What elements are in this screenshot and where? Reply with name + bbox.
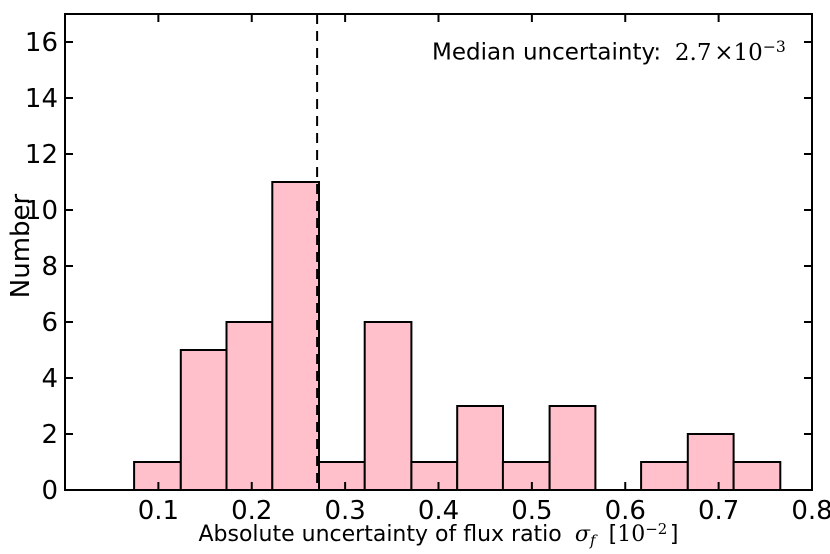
y-tick-label: 4: [41, 364, 58, 394]
axes-frame: [64, 13, 813, 491]
histogram-bar: [732, 461, 782, 491]
x-tick-label: 0.7: [698, 496, 739, 526]
y-tick-label: 2: [41, 420, 58, 450]
median-annotation: Median uncertainty: 2.7 ×10−3: [432, 37, 786, 66]
x-axis-label: Absolute uncertainty of flux ratio σf [1…: [65, 520, 812, 549]
histogram-bar: [548, 405, 597, 491]
x-tick-label: 0.5: [511, 496, 552, 526]
y-tick-label: 10: [25, 196, 58, 226]
histogram-bar: [501, 461, 551, 491]
y-tick-label: 12: [25, 140, 58, 170]
x-tick-label: 0.1: [138, 496, 179, 526]
sigma-symbol: σ: [574, 522, 590, 548]
y-tick-label: 14: [25, 84, 58, 114]
x-tick-label: 0.4: [418, 496, 459, 526]
unit-exponent: −2: [645, 520, 668, 538]
median-annotation-exponent: −3: [762, 37, 786, 56]
median-annotation-value: 2.7: [674, 39, 712, 66]
median-annotation-times: ×10: [714, 39, 763, 66]
unit-base: 10: [617, 522, 646, 548]
x-axis-label-text: Absolute uncertainty of flux ratio: [198, 522, 562, 548]
unit-bracket-open: [: [608, 522, 618, 548]
histogram-bar: [686, 433, 735, 491]
histogram-bar: [318, 461, 366, 491]
histogram-bar: [225, 321, 274, 491]
x-tick-label: 0.6: [605, 496, 646, 526]
histogram-bar: [410, 461, 459, 491]
y-tick-label: 0: [41, 476, 58, 506]
y-tick-label: 16: [25, 28, 58, 58]
histogram-bar: [456, 405, 505, 491]
histogram-bar: [271, 181, 320, 491]
sigma-subscript: f: [589, 531, 596, 550]
x-tick-label: 0.2: [231, 496, 272, 526]
x-tick-label: 0.8: [791, 496, 830, 526]
unit-bracket-close: ]: [669, 522, 679, 548]
x-tick-label: 0.3: [324, 496, 365, 526]
histogram-bar: [179, 349, 228, 491]
histogram-bar: [640, 461, 689, 491]
y-tick-label: 8: [41, 252, 58, 282]
y-tick-label: 6: [41, 308, 58, 338]
histogram-bar: [363, 321, 413, 491]
y-axis-label: Number: [6, 193, 36, 299]
median-annotation-label: Median uncertainty:: [432, 39, 662, 66]
